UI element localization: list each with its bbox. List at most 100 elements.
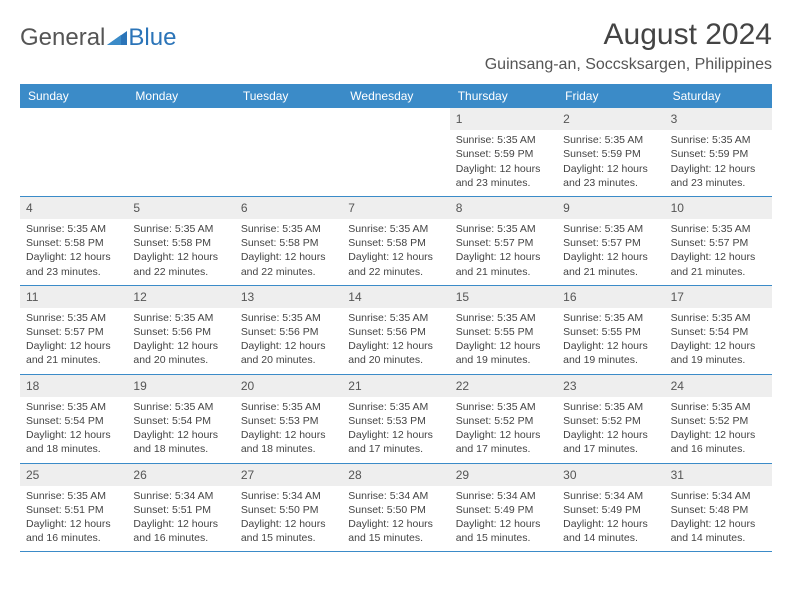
weekday-header: Wednesday [342, 84, 449, 108]
day2-text: and 23 minutes. [26, 265, 121, 279]
calendar-cell: 13Sunrise: 5:35 AMSunset: 5:56 PMDayligh… [235, 286, 342, 374]
day-number: 4 [20, 197, 127, 219]
sunrise-text: Sunrise: 5:35 AM [563, 311, 658, 325]
logo-text-1: General [20, 24, 105, 52]
calendar-cell: 7Sunrise: 5:35 AMSunset: 5:58 PMDaylight… [342, 197, 449, 285]
sunset-text: Sunset: 5:54 PM [133, 414, 228, 428]
day2-text: and 16 minutes. [671, 442, 766, 456]
day2-text: and 21 minutes. [563, 265, 658, 279]
day1-text: Daylight: 12 hours [241, 250, 336, 264]
day2-text: and 17 minutes. [348, 442, 443, 456]
day2-text: and 19 minutes. [671, 353, 766, 367]
day2-text: and 20 minutes. [133, 353, 228, 367]
day1-text: Daylight: 12 hours [456, 517, 551, 531]
day1-text: Daylight: 12 hours [456, 162, 551, 176]
calendar-cell: 26Sunrise: 5:34 AMSunset: 5:51 PMDayligh… [127, 464, 234, 552]
sunrise-text: Sunrise: 5:35 AM [26, 222, 121, 236]
sunrise-text: Sunrise: 5:34 AM [348, 489, 443, 503]
calendar: SundayMondayTuesdayWednesdayThursdayFrid… [20, 84, 772, 552]
calendar-cell: 19Sunrise: 5:35 AMSunset: 5:54 PMDayligh… [127, 375, 234, 463]
sunrise-text: Sunrise: 5:34 AM [241, 489, 336, 503]
calendar-week: ....1Sunrise: 5:35 AMSunset: 5:59 PMDayl… [20, 108, 772, 197]
day-number: 31 [665, 464, 772, 486]
day2-text: and 23 minutes. [671, 176, 766, 190]
calendar-week: 18Sunrise: 5:35 AMSunset: 5:54 PMDayligh… [20, 375, 772, 464]
calendar-cell: 25Sunrise: 5:35 AMSunset: 5:51 PMDayligh… [20, 464, 127, 552]
sunset-text: Sunset: 5:56 PM [241, 325, 336, 339]
sunrise-text: Sunrise: 5:34 AM [563, 489, 658, 503]
day1-text: Daylight: 12 hours [563, 428, 658, 442]
calendar-cell: 4Sunrise: 5:35 AMSunset: 5:58 PMDaylight… [20, 197, 127, 285]
day1-text: Daylight: 12 hours [133, 250, 228, 264]
sunrise-text: Sunrise: 5:35 AM [563, 133, 658, 147]
sunset-text: Sunset: 5:58 PM [241, 236, 336, 250]
weekday-header: Friday [557, 84, 664, 108]
day1-text: Daylight: 12 hours [671, 517, 766, 531]
day2-text: and 17 minutes. [563, 442, 658, 456]
sunset-text: Sunset: 5:51 PM [26, 503, 121, 517]
day-number: 18 [20, 375, 127, 397]
day1-text: Daylight: 12 hours [133, 517, 228, 531]
day1-text: Daylight: 12 hours [671, 428, 766, 442]
weekday-header: Thursday [450, 84, 557, 108]
day1-text: Daylight: 12 hours [348, 339, 443, 353]
calendar-cell: 1Sunrise: 5:35 AMSunset: 5:59 PMDaylight… [450, 108, 557, 196]
calendar-cell: 2Sunrise: 5:35 AMSunset: 5:59 PMDaylight… [557, 108, 664, 196]
day1-text: Daylight: 12 hours [456, 428, 551, 442]
calendar-cell: . [20, 108, 127, 196]
sunrise-text: Sunrise: 5:34 AM [671, 489, 766, 503]
day2-text: and 21 minutes. [671, 265, 766, 279]
day1-text: Daylight: 12 hours [26, 339, 121, 353]
day-number: 5 [127, 197, 234, 219]
location-text: Guinsang-an, Soccsksargen, Philippines [485, 56, 772, 74]
day2-text: and 22 minutes. [241, 265, 336, 279]
day-number: 20 [235, 375, 342, 397]
day1-text: Daylight: 12 hours [241, 517, 336, 531]
calendar-cell: 27Sunrise: 5:34 AMSunset: 5:50 PMDayligh… [235, 464, 342, 552]
sunrise-text: Sunrise: 5:35 AM [133, 222, 228, 236]
sunset-text: Sunset: 5:59 PM [456, 147, 551, 161]
sunset-text: Sunset: 5:52 PM [671, 414, 766, 428]
calendar-cell: 5 Sunrise: 5:35 AMSunset: 5:58 PMDaylight… [127, 197, 234, 285]
sunset-text: Sunset: 5:57 PM [456, 236, 551, 250]
sunset-text: Sunset: 5:55 PM [563, 325, 658, 339]
calendar-cell: . [342, 108, 449, 196]
sunset-text: Sunset: 5:49 PM [563, 503, 658, 517]
day-number: 19 [127, 375, 234, 397]
day1-text: Daylight: 12 hours [456, 339, 551, 353]
sunset-text: Sunset: 5:48 PM [671, 503, 766, 517]
sunset-text: Sunset: 5:58 PM [133, 236, 228, 250]
day2-text: and 16 minutes. [26, 531, 121, 545]
day1-text: Daylight: 12 hours [563, 162, 658, 176]
day2-text: and 17 minutes. [456, 442, 551, 456]
sunset-text: Sunset: 5:57 PM [26, 325, 121, 339]
day2-text: and 18 minutes. [241, 442, 336, 456]
sunrise-text: Sunrise: 5:35 AM [456, 133, 551, 147]
calendar-cell: 29Sunrise: 5:34 AMSunset: 5:49 PMDayligh… [450, 464, 557, 552]
day2-text: and 18 minutes. [133, 442, 228, 456]
sunset-text: Sunset: 5:52 PM [563, 414, 658, 428]
day-number: 6 [235, 197, 342, 219]
sunset-text: Sunset: 5:54 PM [26, 414, 121, 428]
day1-text: Daylight: 12 hours [671, 250, 766, 264]
day-number: 30 [557, 464, 664, 486]
sunrise-text: Sunrise: 5:35 AM [26, 400, 121, 414]
sunset-text: Sunset: 5:50 PM [241, 503, 336, 517]
day-number: 24 [665, 375, 772, 397]
day2-text: and 15 minutes. [456, 531, 551, 545]
weekday-header: Saturday [665, 84, 772, 108]
day-number: 11 [20, 286, 127, 308]
page-title: August 2024 [485, 18, 772, 52]
day-number: 14 [342, 286, 449, 308]
sunset-text: Sunset: 5:57 PM [671, 236, 766, 250]
day1-text: Daylight: 12 hours [26, 517, 121, 531]
sunrise-text: Sunrise: 5:35 AM [348, 311, 443, 325]
day2-text: and 14 minutes. [563, 531, 658, 545]
day1-text: Daylight: 12 hours [133, 428, 228, 442]
calendar-cell: 16Sunrise: 5:35 AMSunset: 5:55 PMDayligh… [557, 286, 664, 374]
sunrise-text: Sunrise: 5:35 AM [671, 311, 766, 325]
day-number: 25 [20, 464, 127, 486]
day2-text: and 21 minutes. [26, 353, 121, 367]
day1-text: Daylight: 12 hours [241, 428, 336, 442]
sunrise-text: Sunrise: 5:35 AM [26, 311, 121, 325]
